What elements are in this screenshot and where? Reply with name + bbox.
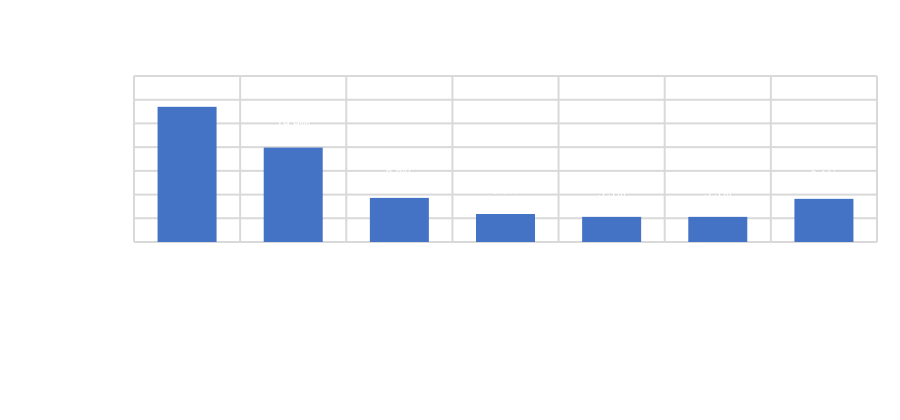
bar <box>476 214 535 242</box>
data-label: 5.3% <box>704 186 732 200</box>
data-label: 5.9% <box>492 183 520 197</box>
data-label: 5.3% <box>598 186 626 200</box>
data-label: 9.1% <box>810 168 838 182</box>
bar <box>369 197 429 242</box>
data-label: 19.9% <box>276 117 310 131</box>
data-label: 9.3% <box>386 167 414 181</box>
data-label: 28.5% <box>170 76 204 90</box>
bar <box>263 147 323 242</box>
bar <box>688 216 748 242</box>
bar <box>794 198 854 242</box>
bar <box>157 106 217 242</box>
bar <box>582 216 642 242</box>
